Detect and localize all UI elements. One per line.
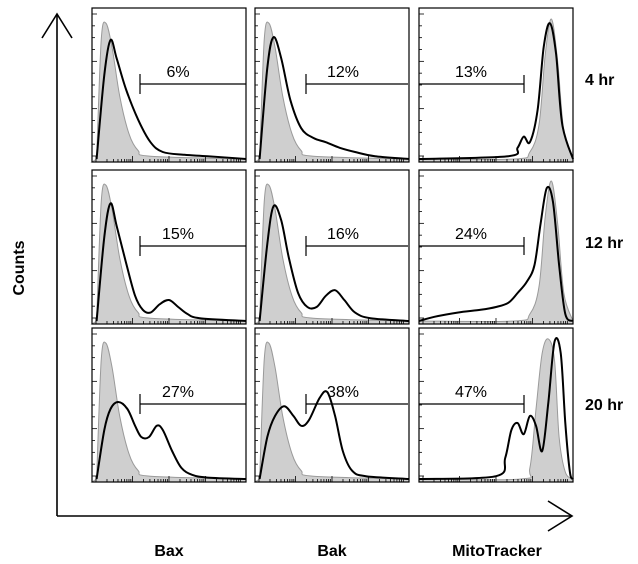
panel-ticks <box>419 333 568 482</box>
gate-marker <box>419 75 525 93</box>
treated-histogram <box>418 22 574 160</box>
panel-ticks <box>255 13 404 162</box>
treated-histogram <box>258 204 410 322</box>
control-histogram <box>90 341 247 483</box>
control-histogram <box>90 183 247 325</box>
histogram-panel-r2-c2: 16% <box>253 169 410 325</box>
control-histogram <box>418 180 574 325</box>
column-label: MitoTracker <box>452 543 542 560</box>
gate-marker <box>139 74 246 94</box>
histogram-panel-r1-c3: 13% <box>418 7 574 163</box>
histogram-panel-r2-c1: 15% <box>90 169 247 325</box>
control-histogram <box>90 21 247 163</box>
treated-histogram <box>95 400 247 480</box>
percentage-label: 16% <box>327 226 359 243</box>
panel-ticks <box>419 175 568 324</box>
gate-marker <box>139 236 246 256</box>
percentage-label: 47% <box>455 384 487 401</box>
gate-marker <box>305 236 408 256</box>
control-histogram <box>253 341 410 483</box>
column-labels: Bax Bak MitoTracker <box>154 543 542 560</box>
control-histogram <box>253 183 410 325</box>
treated-histogram <box>258 390 410 480</box>
gate-marker <box>305 394 408 414</box>
histogram-panel-r2-c3: 24% <box>418 169 574 325</box>
row-label: 4 hr <box>585 72 614 89</box>
percentage-label: 15% <box>162 226 194 243</box>
percentage-label: 38% <box>327 384 359 401</box>
row-label: 12 hr <box>585 235 623 252</box>
x-axis-arrowhead <box>547 500 574 532</box>
percentage-label: 27% <box>162 384 194 401</box>
percentage-label: 24% <box>455 226 487 243</box>
histogram-panels: 6% 12% 13% 15% 16% 24% 27% 38% 47% <box>90 7 574 483</box>
histogram-panel-r1-c1: 6% <box>90 7 247 163</box>
panel-ticks <box>92 13 241 162</box>
percentage-label: 13% <box>455 64 487 81</box>
panel-ticks <box>419 13 568 162</box>
column-label: Bax <box>154 543 183 560</box>
control-histogram <box>418 338 574 483</box>
treated-histogram <box>258 36 410 160</box>
column-label: Bak <box>317 543 346 560</box>
y-axis-arrowhead <box>41 12 73 39</box>
row-labels: 4 hr 12 hr 20 hr <box>585 72 623 414</box>
y-axis-label: Counts <box>11 240 28 295</box>
treated-histogram <box>418 185 574 322</box>
gate-marker <box>139 394 246 414</box>
percentage-label: 12% <box>327 64 359 81</box>
treated-histogram <box>95 202 247 322</box>
panel-ticks <box>92 333 241 482</box>
percentage-label: 6% <box>166 64 189 81</box>
treated-histogram <box>95 38 247 160</box>
y-axis <box>41 12 73 516</box>
x-axis <box>57 500 574 532</box>
histogram-panel-r3-c3: 47% <box>418 327 574 483</box>
histogram-panel-r3-c2: 38% <box>253 327 410 483</box>
histogram-panel-r3-c1: 27% <box>90 327 247 483</box>
gate-marker <box>419 237 525 255</box>
panel-ticks <box>255 333 404 482</box>
control-histogram <box>253 21 410 163</box>
control-histogram <box>418 18 574 163</box>
panel-ticks <box>255 175 404 324</box>
gate-marker <box>419 395 525 413</box>
treated-histogram <box>418 337 574 480</box>
histogram-panel-r1-c2: 12% <box>253 7 410 163</box>
panel-ticks <box>92 175 241 324</box>
gate-marker <box>305 74 408 94</box>
row-label: 20 hr <box>585 397 623 414</box>
